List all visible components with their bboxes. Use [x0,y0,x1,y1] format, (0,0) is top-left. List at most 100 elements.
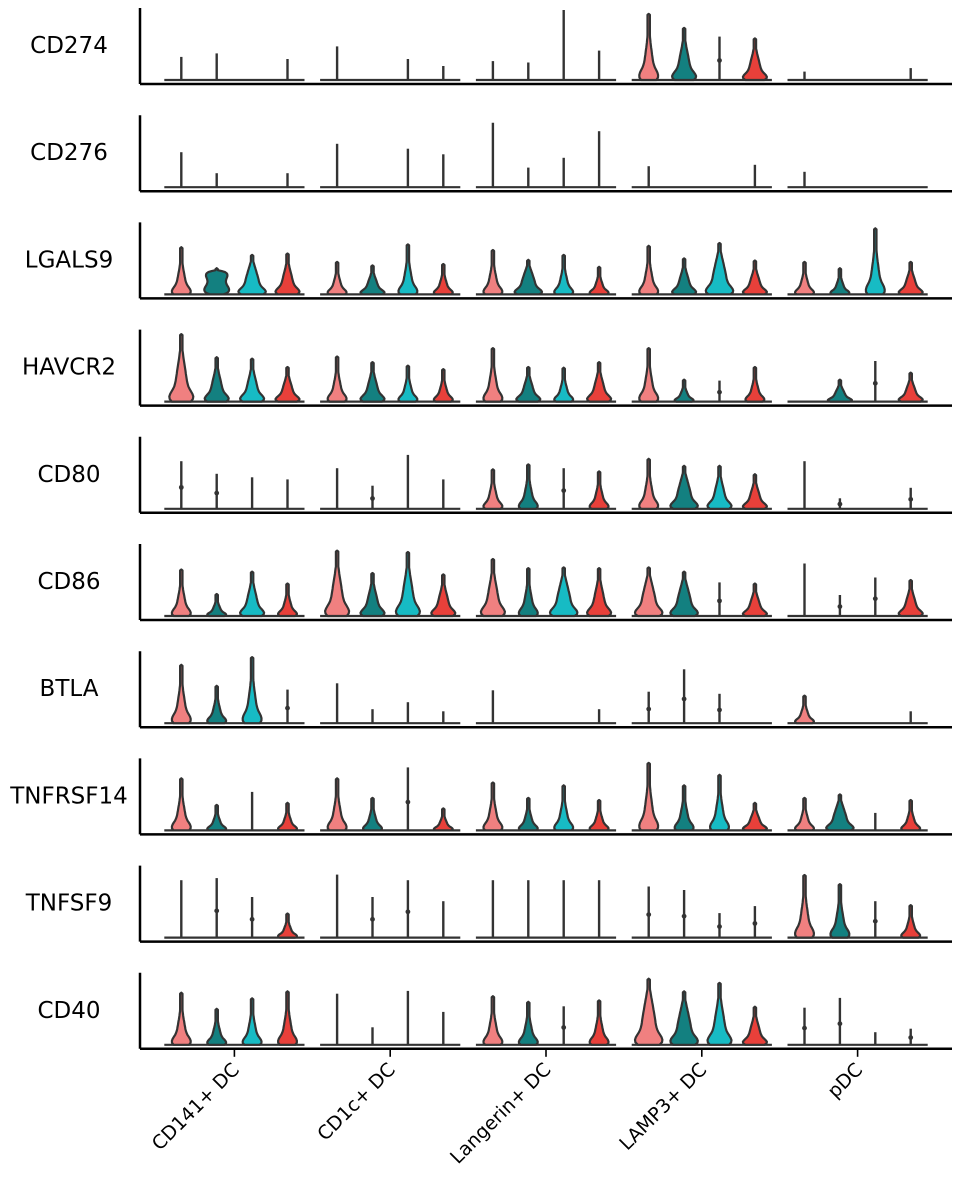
violin-outlier-dot [646,912,652,918]
violin-outlier-dot [681,696,687,702]
gene-label-cd86: CD86 [37,569,100,595]
violin-outlier-dot [178,484,184,490]
violin-tnfsf9-cd141plus-dc-3 [277,912,298,939]
violin-lgals9-cd1cplus-dc-3 [432,262,454,296]
panel-tnfsf9: TNFSF9 [25,865,952,943]
violin-tnfrsf14-langerinplus-dc-2 [553,784,575,832]
violin-cd40-cd141plus-dc-2 [241,997,263,1046]
violin-cd40-lamp3plus-dc-3 [741,1005,768,1046]
violin-cd80-lamp3plus-dc-2 [706,464,733,510]
violin-havcr2-langerinplus-dc-0 [482,347,504,403]
violin-havcr2-cd1cplus-dc-0 [326,355,348,403]
violin-cd80-lamp3plus-dc-1 [669,464,699,510]
gene-label-cd276: CD276 [30,140,108,166]
violin-outlier-dot [717,598,722,604]
violin-tnfrsf14-cd1cplus-dc-1 [362,796,383,832]
violin-cd40-lamp3plus-dc-2 [706,981,733,1046]
violin-cd40-cd141plus-dc-1 [206,1007,228,1046]
violin-outlier-dot [872,596,878,602]
violin-lgals9-lamp3plus-dc-2 [704,241,735,296]
violin-outlier-dot [370,916,375,922]
violin-lgals9-pdc-1 [829,267,851,296]
gene-label-btla: BTLA [40,676,99,702]
violin-havcr2-cd141plus-dc-0 [168,333,195,403]
violin-tnfrsf14-pdc-1 [825,793,855,832]
violin-lgals9-cd141plus-dc-3 [274,252,301,296]
violin-tnfrsf14-cd1cplus-dc-0 [326,777,348,832]
category-label-cd141plus-dc: CD141+ DC [148,1059,244,1155]
violin-cd80-lamp3plus-dc-0 [638,457,660,510]
violin-cd274-lamp3plus-dc-1 [671,26,698,82]
violin-tnfrsf14-pdc-0 [794,796,815,832]
violin-btla-cd141plus-dc-0 [170,663,192,725]
violin-outlier-dot [214,908,220,914]
violin-cd80-langerinplus-dc-1 [517,463,539,510]
violin-outlier-dot [908,496,914,502]
violin-havcr2-cd1cplus-dc-2 [397,364,419,403]
violin-cd86-lamp3plus-dc-1 [669,570,699,618]
violin-tnfsf9-pdc-1 [829,883,851,939]
category-label-pdc: pDC [823,1059,867,1103]
violin-outlier-dot [872,918,878,924]
violin-outlier-dot [872,380,878,386]
violin-tnfrsf14-langerinplus-dc-1 [517,796,539,832]
violin-outlier-dot [561,1025,567,1030]
violin-tnfrsf14-lamp3plus-dc-0 [638,761,660,832]
violin-cd86-cd1cplus-dc-1 [359,571,386,618]
violin-havcr2-pdc-3 [897,371,924,403]
violin-havcr2-cd1cplus-dc-1 [359,361,386,403]
violin-lgals9-cd141plus-dc-2 [237,253,267,296]
violin-outlier-dot [717,707,722,713]
violin-cd40-lamp3plus-dc-0 [633,977,664,1046]
panel-lgals9: LGALS9 [25,222,952,300]
violin-cd86-cd141plus-dc-3 [277,582,298,618]
violin-havcr2-cd141plus-dc-1 [203,356,230,403]
violin-outlier-dot [908,1035,914,1040]
gene-label-tnfrsf14: TNFRSF14 [9,783,128,809]
violin-outlier-dot [802,1025,807,1031]
gene-label-cd80: CD80 [37,462,100,488]
gene-label-cd274: CD274 [30,33,108,59]
violin-lgals9-lamp3plus-dc-0 [638,244,660,296]
violin-outlier-dot [285,705,290,711]
violin-lgals9-pdc-3 [897,260,924,296]
violin-tnfsf9-pdc-3 [900,904,922,939]
violin-cd86-cd1cplus-dc-0 [324,549,351,618]
violin-cd274-lamp3plus-dc-0 [638,12,660,82]
violin-outlier-dot [214,490,220,496]
violin-lgals9-pdc-2 [864,227,886,296]
panel-cd274: CD274 [30,8,952,86]
violin-outlier-dot [717,924,722,929]
violin-cd40-cd141plus-dc-3 [277,990,298,1046]
panel-cd276: CD276 [30,115,952,193]
violin-tnfrsf14-langerinplus-dc-0 [482,781,504,832]
violin-tnfrsf14-lamp3plus-dc-2 [709,773,730,832]
violin-tnfrsf14-langerinplus-dc-3 [588,798,610,832]
violin-outlier-dot [837,1021,843,1027]
panel-btla: BTLA [40,651,952,729]
violin-cd86-pdc-3 [897,578,924,618]
violin-btla-pdc-0 [794,694,815,725]
gene-label-tnfsf9: TNFSF9 [25,891,113,917]
violin-cd80-langerinplus-dc-0 [482,468,504,510]
violin-havcr2-cd1cplus-dc-3 [432,368,454,403]
violin-cd86-langerinplus-dc-3 [586,567,613,618]
violin-cd86-cd1cplus-dc-3 [430,573,457,618]
category-label-langerinplus-dc: Langerin+ DC [446,1059,556,1169]
violin-cd274-lamp3plus-dc-3 [741,37,768,82]
category-label-lamp3plus-dc: LAMP3+ DC [615,1059,711,1155]
violin-lgals9-cd1cplus-dc-0 [326,260,348,296]
violin-cd86-langerinplus-dc-1 [517,567,539,618]
violin-cd86-cd141plus-dc-0 [170,568,192,618]
gene-label-cd40: CD40 [37,998,100,1024]
violin-havcr2-cd141plus-dc-3 [274,365,301,403]
violin-cd86-cd1cplus-dc-2 [394,550,421,618]
violin-outlier-dot [561,488,567,493]
gene-label-lgals9: LGALS9 [25,247,113,273]
violin-tnfrsf14-lamp3plus-dc-1 [673,784,695,832]
violin-lgals9-langerinplus-dc-3 [588,265,610,296]
panel-tnfrsf14: TNFRSF14 [9,758,952,836]
violin-lgals9-pdc-0 [794,260,815,296]
violin-tnfrsf14-cd141plus-dc-3 [277,801,298,832]
